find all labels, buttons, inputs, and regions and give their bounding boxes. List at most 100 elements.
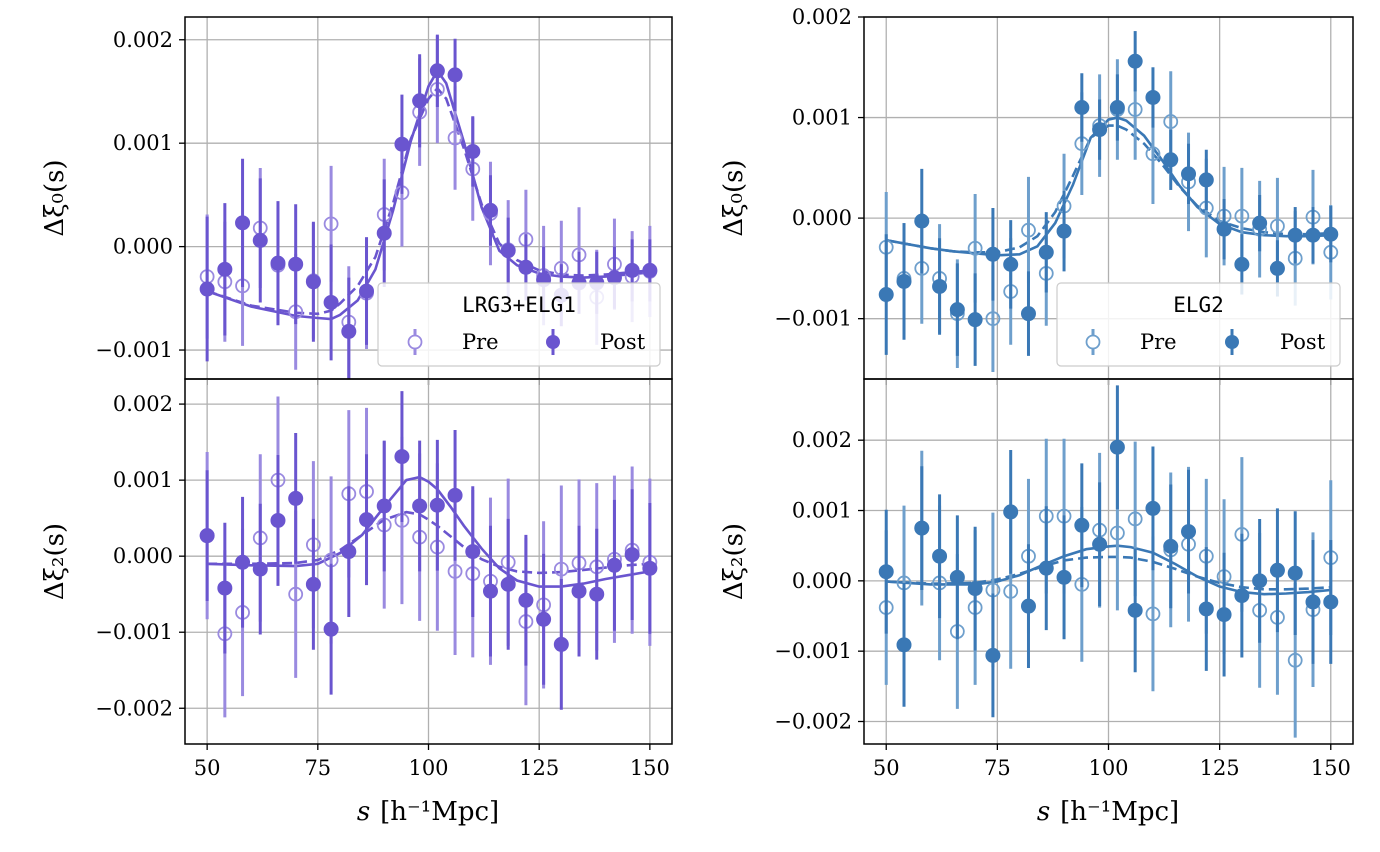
data-point-post	[288, 490, 304, 506]
data-point-post	[878, 564, 894, 580]
data-point-post	[270, 255, 286, 271]
data-point-post	[376, 498, 392, 514]
legend-frame	[377, 282, 661, 367]
y-tick-label: 0.000	[113, 235, 173, 259]
y-axis-label: Δξ₀(s)	[719, 159, 749, 236]
x-axis-label-unit: [h⁻¹Mpc]	[1060, 797, 1179, 827]
ticks	[858, 439, 1332, 750]
data-point-post	[536, 611, 552, 627]
data-point-post	[482, 583, 498, 599]
x-tick-label: 50	[873, 756, 900, 780]
data-point-post	[1127, 602, 1143, 618]
data-point-post	[217, 580, 233, 596]
data-point-post	[571, 583, 587, 599]
data-point-post	[1234, 256, 1250, 272]
data-point-post	[1163, 538, 1179, 554]
data-point-post	[1109, 100, 1125, 115]
data-point-post	[1198, 172, 1214, 188]
data-point-post	[1305, 594, 1321, 610]
y-tick-label: 0.002	[792, 5, 852, 29]
data-point-pre	[1021, 222, 1036, 238]
data-point-post	[394, 136, 410, 152]
legend-pre-marker	[407, 334, 423, 350]
legend-label-post: Post	[1280, 330, 1326, 354]
y-axis-label: Δξ₀(s)	[40, 159, 70, 236]
y-tick-label: 0.002	[792, 428, 852, 452]
y-tick-label: 0.000	[792, 206, 852, 230]
data-point-post	[1269, 260, 1285, 276]
data-point-post	[1287, 227, 1303, 243]
legend-label-pre: Pre	[1140, 330, 1177, 354]
data-point-post	[967, 312, 983, 328]
legend-pre-marker	[1085, 334, 1101, 350]
data-point-post	[1109, 439, 1125, 455]
x-tick-label: 125	[519, 756, 559, 780]
x-tick-label: 75	[984, 756, 1011, 780]
data-point-post	[359, 283, 375, 299]
data-point-pre	[1109, 525, 1125, 541]
y-axis-label: Δξ₂(s)	[719, 523, 749, 600]
data-point-post	[412, 93, 428, 109]
data-point-post	[518, 259, 534, 275]
model-line-pre-dashed	[885, 124, 1331, 254]
data-point-pre	[553, 561, 569, 577]
legend: LRG3+ELG1 Pre Post	[377, 282, 661, 367]
data-point-post	[1092, 536, 1108, 552]
data-point-post	[932, 278, 948, 294]
data-point-post	[323, 621, 339, 637]
plot-area	[878, 385, 1339, 738]
data-point-post	[217, 261, 233, 277]
x-axis-label-var: s	[357, 797, 370, 827]
data-point-post	[914, 213, 930, 229]
x-tick-label: 100	[408, 756, 448, 780]
data-point-post	[1287, 565, 1303, 581]
data-point-pre	[288, 586, 304, 602]
data-point-post	[288, 256, 304, 272]
panel-bottom-right: −0.002 −0.001 0.000 0.001 0.002 50 75 100 125 150…	[719, 378, 1354, 780]
data-point-pre	[1270, 218, 1285, 234]
data-point-post	[447, 67, 463, 83]
data-point-post	[429, 497, 445, 513]
data-point-pre	[985, 311, 1001, 327]
data-point-post	[412, 498, 428, 514]
y-tick-label: 0.001	[113, 468, 173, 492]
data-point-post	[235, 554, 251, 570]
data-point-post	[1056, 569, 1072, 585]
data-point-post	[305, 274, 321, 290]
data-point-post	[1038, 244, 1054, 260]
data-point-post	[199, 528, 215, 544]
data-point-post	[1074, 517, 1090, 533]
model-line-post	[207, 475, 651, 588]
data-point-post	[949, 569, 965, 585]
legend-label-pre: Pre	[462, 330, 499, 354]
legend-frame	[1056, 282, 1341, 367]
data-point-post	[1163, 152, 1179, 168]
data-point-post	[624, 547, 640, 563]
data-point-post	[252, 232, 268, 248]
data-point-post	[896, 637, 912, 653]
data-point-post	[482, 202, 498, 218]
data-point-post	[518, 592, 534, 608]
data-point-post	[1269, 562, 1285, 578]
data-point-post	[1127, 53, 1143, 69]
legend-post-marker	[546, 335, 560, 349]
y-tick-label: −0.001	[774, 307, 852, 331]
data-point-pre	[1287, 652, 1303, 668]
data-point-post	[270, 512, 286, 528]
y-tick-label: −0.002	[774, 709, 852, 733]
data-point-post	[323, 294, 339, 310]
data-point-post	[465, 143, 481, 159]
panel-top-left: −0.001 0.000 0.001 0.002 Δξ₀(s) LRG3+ELG1 Pre P…	[40, 16, 673, 385]
data-point-post	[1198, 601, 1214, 617]
data-point-post	[914, 520, 930, 536]
data-point-post	[341, 323, 357, 339]
data-point-post	[553, 636, 569, 652]
y-tick-label: 0.002	[113, 28, 173, 52]
data-point-post	[1092, 122, 1108, 138]
data-point-post	[1074, 100, 1090, 115]
x-axis-label-left: s [h⁻¹Mpc]	[357, 797, 499, 827]
data-point-post	[1020, 306, 1036, 322]
data-point-post	[1216, 221, 1232, 237]
data-point-post	[1145, 89, 1161, 105]
y-tick-label: 0.000	[113, 544, 173, 568]
